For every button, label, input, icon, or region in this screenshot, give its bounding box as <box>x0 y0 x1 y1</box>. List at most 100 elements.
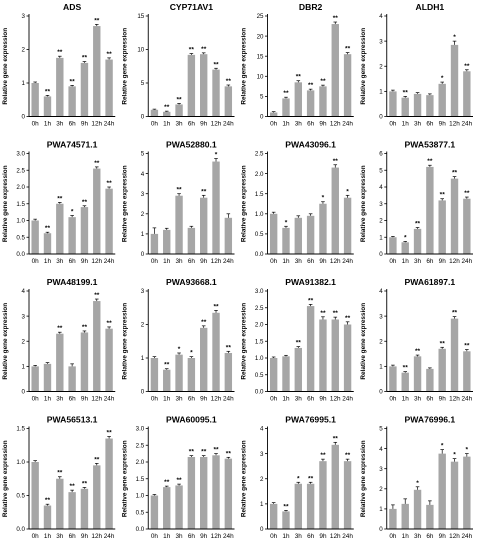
y-tick-label: 3 <box>379 201 383 208</box>
significance-marker: ** <box>45 225 51 232</box>
x-tick-label: 9h <box>200 396 208 403</box>
bar-24h <box>343 461 352 529</box>
chart-title: PWA93668.1 <box>166 277 217 287</box>
bar-12h <box>331 24 339 117</box>
significance-marker: ** <box>320 452 326 459</box>
chart-title: PWA60095.1 <box>166 415 217 425</box>
x-tick-label: 24h <box>342 121 353 128</box>
significance-marker: ** <box>94 160 100 167</box>
bar-6h <box>68 217 76 254</box>
significance-marker: ** <box>452 310 458 317</box>
bar-9h <box>319 203 327 254</box>
x-tick-label: 9h <box>81 121 89 128</box>
x-tick-label: 6h <box>426 121 434 128</box>
chart-title: PWA61897.1 <box>405 277 456 287</box>
significance-marker: ** <box>213 447 219 454</box>
x-tick-label: 3h <box>414 396 422 403</box>
y-tick-label: 1.0 <box>16 218 25 225</box>
bar-0h <box>389 91 397 117</box>
bar-9h <box>319 86 327 117</box>
x-tick-label: 6h <box>188 258 196 265</box>
significance-marker: ** <box>308 475 314 482</box>
x-tick-label: 12h <box>91 258 102 265</box>
chart-panel-PWA56513.1: PWA56513.1 Relative gene expression 0.0 0.5… <box>2 415 116 540</box>
x-tick-label: 0h <box>32 121 40 128</box>
chart-title: CYP71AV1 <box>170 2 214 12</box>
bar-6h <box>306 483 315 529</box>
significance-marker: ** <box>82 199 88 206</box>
y-tick-label: 2 <box>22 47 26 54</box>
bar-0h <box>150 495 159 529</box>
significance-marker: * <box>215 152 218 159</box>
x-tick-label: 0h <box>389 533 397 540</box>
x-tick-label: 9h <box>200 533 208 540</box>
y-tick-label: 2.5 <box>255 151 264 158</box>
significance-marker: * <box>322 195 325 202</box>
significance-marker: ** <box>107 180 113 187</box>
significance-marker: ** <box>201 46 207 53</box>
significance-marker: ** <box>345 46 351 53</box>
bar-12h <box>450 318 459 392</box>
x-tick-label: 24h <box>104 396 115 403</box>
x-tick-label: 3h <box>56 121 64 128</box>
y-tick-label: 2.0 <box>255 322 264 329</box>
bar-0h <box>31 220 39 254</box>
y-tick-label: 1 <box>141 355 145 362</box>
significance-marker: ** <box>308 82 314 89</box>
y-tick-label: 2 <box>141 211 145 218</box>
bar-1h <box>163 487 171 529</box>
significance-marker: ** <box>107 430 113 437</box>
significance-marker: ** <box>333 15 339 22</box>
chart-title: PWA76995.1 <box>285 415 336 425</box>
bar-12h <box>93 168 101 254</box>
x-tick-label: 0h <box>151 121 159 128</box>
significance-marker: ** <box>57 195 63 202</box>
bar-6h <box>68 86 76 117</box>
bar-3h <box>294 347 302 392</box>
y-axis-label: Relative gene expression <box>360 165 367 242</box>
bar-24h <box>463 456 471 529</box>
bar-6h <box>426 504 434 529</box>
chart-title: ADS <box>63 2 81 12</box>
y-tick-label: 3 <box>22 13 26 20</box>
bar-1h <box>401 97 409 117</box>
x-tick-label: 1h <box>282 258 290 265</box>
bar-9h <box>438 453 446 529</box>
bar-9h <box>200 327 208 392</box>
y-tick-label: 1 <box>22 80 26 87</box>
bar-9h <box>200 197 208 254</box>
bar-12h <box>212 69 220 117</box>
x-tick-label: 3h <box>56 396 64 403</box>
chart-panel-PWA91382.1: PWA91382.1 Relative gene expression 0.0 0.5… <box>241 277 354 403</box>
chart-panel-PWA48199.1: PWA48199.1 Relative gene expression 0 1 2 3 4 0… <box>2 277 116 403</box>
x-tick-label: 9h <box>200 258 208 265</box>
significance-marker: ** <box>201 449 207 456</box>
significance-marker: ** <box>320 78 326 85</box>
y-tick-label: 15 <box>137 13 144 20</box>
significance-marker: ** <box>226 450 232 457</box>
x-tick-label: 3h <box>175 258 183 265</box>
y-tick-label: 0 <box>22 389 26 396</box>
significance-marker: ** <box>82 324 88 331</box>
y-tick-label: 0 <box>141 114 145 121</box>
chart-title: PWA48199.1 <box>47 277 98 287</box>
x-tick-label: 0h <box>270 258 278 265</box>
x-tick-label: 0h <box>151 396 159 403</box>
x-tick-label: 1h <box>44 258 52 265</box>
x-tick-label: 0h <box>389 258 397 265</box>
y-tick-label: 0.5 <box>16 493 25 500</box>
chart-title: PWA52880.1 <box>166 140 217 150</box>
x-tick-label: 9h <box>319 533 327 540</box>
chart-panel-PWA43096.1: PWA43096.1 Relative gene expression 0.0 0.5… <box>241 140 354 265</box>
y-tick-label: 1.0 <box>255 211 264 218</box>
y-tick-label: 3 <box>379 38 383 45</box>
x-tick-label: 6h <box>69 396 77 403</box>
chart-panel-DBR2: DBR2 Relative gene expression 0 5 10 15 20 25 0h… <box>241 2 354 128</box>
x-tick-label: 1h <box>282 396 290 403</box>
y-tick-label: 5 <box>141 151 145 158</box>
bar-12h <box>93 465 101 529</box>
chart-panel-PWA93668.1: PWA93668.1 Relative gene expression 0 1 2 3 0h… <box>121 277 235 403</box>
x-tick-label: 24h <box>223 121 234 128</box>
bar-3h <box>175 354 183 392</box>
x-tick-label: 12h <box>211 533 222 540</box>
